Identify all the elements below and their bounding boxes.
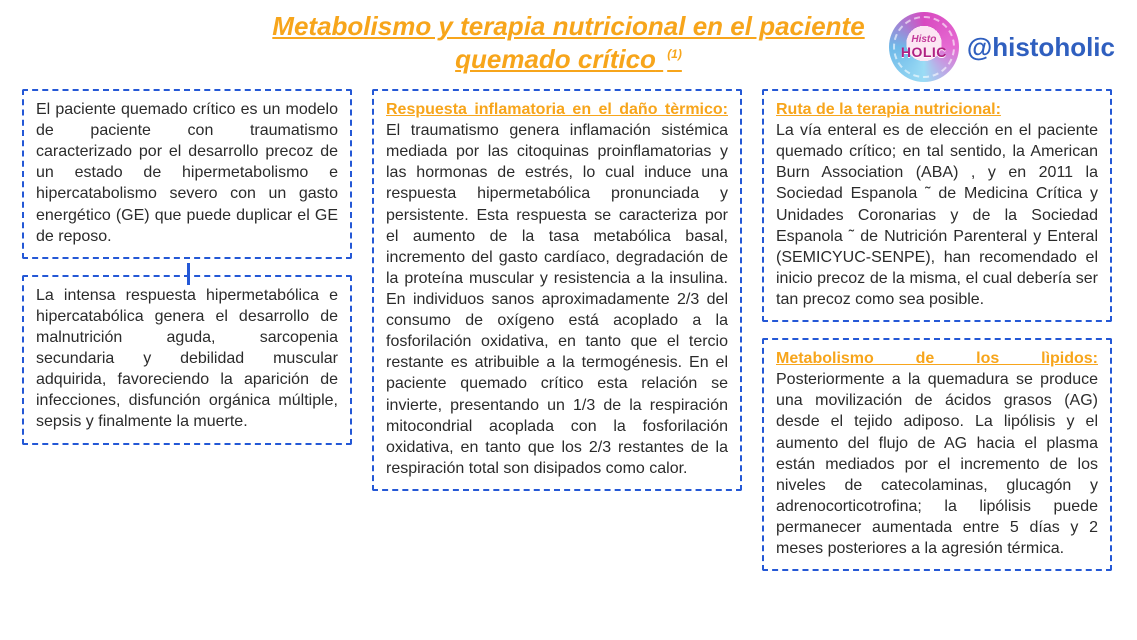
box-inflammatory-body: El traumatismo genera inflamación sistém… (386, 122, 728, 477)
histoholic-logo-icon: Histo HOLIC (889, 12, 959, 82)
box-inflammatory: Respuesta inflamatoria en el daño tèrmic… (372, 89, 742, 491)
title-line-2: quemado crítico (455, 44, 656, 74)
header: Metabolismo y terapia nutricional en el … (22, 10, 1115, 75)
box-consequences-text: La intensa respuesta hipermetabólica e h… (36, 287, 338, 431)
box-nutrition-route: Ruta de la terapia nutricional: La vía e… (762, 89, 1112, 322)
box-consequences: La intensa respuesta hipermetabólica e h… (22, 275, 352, 445)
connector-line-icon (187, 263, 190, 285)
title-line-1: Metabolismo y terapia nutricional en el … (272, 11, 864, 41)
column-left: El paciente quemado crítico es un modelo… (22, 89, 352, 571)
column-middle: Respuesta inflamatoria en el daño tèrmic… (372, 89, 742, 571)
box-intro-text: El paciente quemado crítico es un modelo… (36, 101, 338, 245)
box-intro: El paciente quemado crítico es un modelo… (22, 89, 352, 259)
box-lipids-heading: Metabolismo de los lìpidos: (776, 350, 1098, 367)
box-lipids-body: Posteriormente a la quemadura se produce… (776, 371, 1098, 557)
column-right: Ruta de la terapia nutricional: La vía e… (762, 89, 1112, 571)
brand-handle: @histoholic (967, 32, 1115, 63)
box-nutrition-heading: Ruta de la terapia nutricional: (776, 101, 1001, 118)
box-lipids: Metabolismo de los lìpidos: Posteriormen… (762, 338, 1112, 571)
box-inflammatory-heading: Respuesta inflamatoria en el daño tèrmic… (386, 101, 728, 118)
title-reference-mark: (1) (667, 47, 682, 61)
brand-block: Histo HOLIC @histoholic (889, 12, 1115, 82)
box-nutrition-body: La vía enteral es de elección en el paci… (776, 122, 1098, 308)
logo-text: Histo HOLIC (901, 35, 947, 59)
content-columns: El paciente quemado crítico es un modelo… (22, 89, 1115, 571)
page-title: Metabolismo y terapia nutricional en el … (272, 10, 864, 75)
logo-line-2: HOLIC (901, 45, 947, 59)
